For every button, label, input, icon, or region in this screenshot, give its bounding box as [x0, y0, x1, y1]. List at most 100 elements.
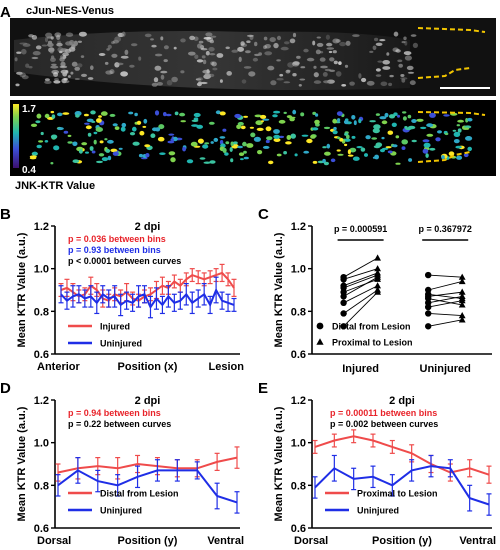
ktr-cell	[83, 113, 89, 117]
gray-cell	[21, 48, 27, 55]
x-right-label: Ventral	[207, 535, 244, 547]
ktr-cell	[98, 115, 102, 118]
ktr-cell	[374, 154, 379, 160]
gray-cell	[80, 55, 85, 58]
pair-line	[343, 257, 378, 278]
distal-point	[425, 310, 432, 317]
ktr-cell	[285, 141, 292, 145]
ktr-cell	[422, 148, 429, 154]
gray-cell	[44, 37, 49, 43]
ktr-cell	[423, 142, 431, 148]
gray-cell	[306, 57, 315, 62]
ktr-cell	[67, 134, 72, 137]
gray-cell	[320, 65, 328, 69]
gray-cell	[335, 39, 341, 43]
gray-cell	[276, 77, 284, 81]
ktr-cell	[180, 120, 186, 123]
gray-cell	[241, 79, 247, 84]
microscopy-image-ktr	[10, 100, 496, 176]
gray-cell	[300, 66, 306, 69]
ktr-cell	[426, 123, 434, 128]
ktr-cell	[344, 143, 348, 147]
ktr-cell	[168, 133, 175, 136]
ktr-cell	[107, 155, 112, 161]
ktr-cell	[453, 131, 461, 137]
gray-cell	[395, 49, 401, 53]
distal-point	[425, 323, 432, 330]
gray-cell	[160, 36, 164, 41]
gray-cell	[197, 43, 203, 49]
ktr-cell	[202, 144, 209, 149]
ktr-cell	[50, 110, 55, 114]
gray-cell	[374, 37, 379, 42]
ktr-cell	[253, 136, 261, 142]
chart-title: 2 dpi	[135, 221, 161, 233]
ktr-cell	[382, 147, 389, 150]
ktr-cell	[301, 134, 309, 137]
ktr-cell	[236, 124, 242, 130]
gray-cell	[57, 47, 64, 53]
ktr-cell	[465, 136, 473, 141]
lesion-boundary-bottom-ktr	[417, 151, 471, 163]
gray-cell	[62, 80, 70, 84]
legend-label: Uninjured	[100, 506, 142, 516]
ktr-cell	[186, 159, 194, 164]
gray-cell	[409, 80, 416, 86]
gray-cell	[335, 71, 342, 77]
y-tick-label: 1.0	[291, 438, 306, 450]
annotation: p = 0.002 between curves	[330, 419, 438, 429]
ktr-cell	[455, 145, 462, 149]
gray-cell	[14, 57, 18, 62]
gray-cell	[49, 51, 54, 54]
gray-cell	[44, 80, 52, 84]
gray-cell	[129, 64, 135, 68]
gray-cell	[50, 57, 56, 62]
gray-cell	[248, 71, 256, 77]
ktr-cell	[112, 151, 119, 156]
proximal-point	[374, 282, 381, 289]
gray-cell	[71, 61, 78, 67]
ktr-cell	[256, 127, 264, 131]
gray-cell	[263, 36, 268, 41]
chart-title: 2 dpi	[389, 395, 415, 407]
ktr-cell	[132, 126, 137, 132]
ktr-cell	[425, 153, 429, 159]
ktr-cell	[243, 115, 249, 118]
gray-cell	[138, 56, 142, 61]
gray-cell	[54, 78, 59, 81]
proximal-point	[458, 312, 466, 319]
ktr-cell	[86, 118, 94, 123]
gray-cell	[31, 56, 39, 60]
ktr-cell	[294, 153, 298, 157]
ktr-cell	[112, 123, 118, 127]
ktr-cell	[336, 149, 341, 152]
gray-cell	[107, 44, 112, 49]
gray-cell	[160, 70, 168, 74]
ktr-cell	[53, 145, 60, 151]
gray-cell	[154, 53, 163, 57]
ktr-cell	[170, 138, 174, 141]
ktr-cell	[426, 133, 434, 137]
ktr-cell	[238, 152, 245, 156]
ktr-cell	[159, 152, 166, 155]
gray-cell	[46, 36, 52, 39]
gray-cell	[333, 60, 338, 65]
gray-cell	[106, 48, 110, 51]
gray-cell	[403, 36, 407, 41]
gray-cell	[131, 43, 138, 47]
gray-cell	[316, 36, 321, 39]
gray-cell	[32, 51, 41, 56]
ktr-cell	[411, 139, 417, 143]
ktr-cell	[369, 120, 376, 123]
ktr-cell	[50, 162, 54, 165]
gray-cell	[25, 63, 30, 68]
ktr-cell	[312, 160, 318, 164]
ktr-cell	[311, 127, 319, 131]
ktr-cell	[272, 114, 278, 118]
ktr-cell	[99, 140, 104, 144]
gray-cell	[388, 82, 393, 87]
gray-cell	[50, 65, 59, 69]
gray-cell	[210, 35, 217, 38]
y-tick-label: 1.2	[34, 221, 49, 233]
ktr-cell	[168, 151, 176, 156]
